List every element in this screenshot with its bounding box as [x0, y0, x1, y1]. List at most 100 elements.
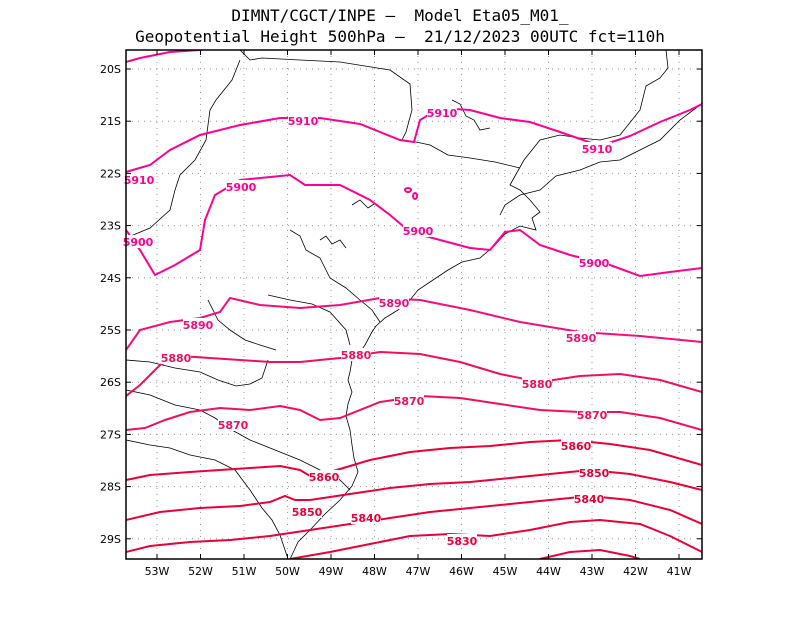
- lon-label: 48W: [362, 565, 387, 578]
- border-sp-pr: [289, 229, 381, 323]
- contour-5910-b: [126, 50, 201, 63]
- contour-label-bg: [379, 296, 409, 309]
- border-pr-sc: [267, 294, 351, 346]
- contour-label: 5870: [577, 409, 608, 422]
- lon-label: 51W: [232, 565, 257, 578]
- lat-label: 20S: [100, 63, 121, 76]
- contour-label-bg: [226, 180, 256, 193]
- coastline: [289, 50, 669, 559]
- lat-label: 24S: [100, 272, 121, 285]
- contour-label-bg: [579, 256, 609, 269]
- lon-label: 52W: [188, 565, 213, 578]
- lat-label: 28S: [100, 481, 121, 494]
- contour-label-bg: [161, 351, 191, 364]
- lat-label: 21S: [100, 115, 121, 128]
- contour-label: 5840: [574, 493, 605, 506]
- contour-5820: [539, 548, 641, 559]
- contour-label-bg: [427, 106, 457, 119]
- contour-5850: [126, 468, 702, 521]
- lat-lon-grid: [126, 50, 702, 559]
- reservoir: [451, 99, 491, 131]
- contour-label: 5910: [427, 107, 458, 120]
- contour-label-bg: [218, 418, 248, 431]
- contour-label: 5910: [582, 143, 613, 156]
- contour-5880: [126, 350, 702, 397]
- lon-label: 41W: [667, 565, 692, 578]
- contour-label-bg: [582, 142, 612, 155]
- border-paraguay: [126, 359, 269, 387]
- lon-label: 45W: [493, 565, 518, 578]
- latitude-axis: 20S 21S 22S 23S 24S 25S 26S 27S 28S 29S: [100, 63, 702, 546]
- lon-label: 44W: [536, 565, 561, 578]
- contour-labels: 5910 5910 5910 5910 5900 5900 5900 5900 5890 5890…: [123, 106, 613, 548]
- lat-label: 23S: [100, 220, 121, 233]
- contour-label-bg: [288, 114, 318, 127]
- longitude-axis: 53W 52W 51W 50W 49W 48W 47W 46W 45W 44W 43W 42W 41W: [145, 50, 692, 578]
- contour-label: 5860: [309, 471, 340, 484]
- contour-label-bg: [574, 492, 604, 505]
- contour-label: 5910: [288, 115, 319, 128]
- lon-label: 50W: [275, 565, 300, 578]
- contour-label-bg: [403, 224, 433, 237]
- contour-label-bg: [577, 408, 607, 421]
- contour-label: 5890: [566, 332, 597, 345]
- contour-label-bg: [522, 377, 552, 390]
- contour-label: 5850: [292, 506, 323, 519]
- contour-label-bg: [566, 331, 596, 344]
- contour-label-bg: [394, 394, 424, 407]
- contour-label-bg: [447, 534, 477, 547]
- contour-label-bg: [309, 470, 339, 483]
- border-mg-rj: [499, 104, 701, 216]
- contour-label: 5830: [447, 535, 478, 548]
- contour-label: 5900: [403, 225, 434, 238]
- lat-label: 25S: [100, 324, 121, 337]
- contour-5830: [289, 518, 702, 559]
- contour-label: 5870: [218, 419, 249, 432]
- contour-label-bg: [341, 348, 371, 361]
- contour-label: 5900: [123, 236, 154, 249]
- contour-label-bg: [351, 511, 381, 524]
- contour-label: 5900: [579, 257, 610, 270]
- contour-5860: [126, 438, 702, 481]
- contour-label: 5860: [561, 440, 592, 453]
- contour-label-bg: [561, 439, 591, 452]
- border-ms-pr: [126, 59, 241, 239]
- contour-label-bg: [579, 466, 609, 479]
- closed-contours: [404, 187, 418, 200]
- contour-label: 5840: [351, 512, 382, 525]
- plot-frame: [125, 49, 703, 560]
- reservoir: [351, 199, 375, 209]
- contour-label-bg: [292, 505, 322, 518]
- contour-label: 5910: [124, 174, 155, 187]
- lon-label: 46W: [449, 565, 474, 578]
- lon-label: 49W: [319, 565, 344, 578]
- lon-label: 53W: [145, 565, 170, 578]
- reservoir: [319, 235, 347, 249]
- contour-label: 5880: [522, 378, 553, 391]
- map-title-line-1: DIMNT/CGCT/INPE — Model Eta05_M01_: [231, 6, 569, 25]
- lat-label: 29S: [100, 533, 121, 546]
- contour-label: 5880: [161, 352, 192, 365]
- lat-label: 26S: [100, 376, 121, 389]
- border-argentina: [126, 439, 289, 559]
- lon-label: 47W: [406, 565, 431, 578]
- contour-label-bg: [124, 173, 154, 186]
- contour-label: 5890: [183, 319, 214, 332]
- contour-5900: [126, 173, 702, 278]
- map-title-line-2: Geopotential Height 500hPa — 21/12/2023 …: [135, 27, 665, 46]
- contour-label: 5880: [341, 349, 372, 362]
- lon-label: 42W: [623, 565, 648, 578]
- contour-5910-a: [126, 103, 702, 173]
- lon-label: 43W: [580, 565, 605, 578]
- contour-label: 5850: [579, 467, 610, 480]
- contours: [126, 50, 702, 559]
- lat-label: 22S: [100, 167, 121, 180]
- lat-label: 27S: [100, 428, 121, 441]
- border-misiones: [207, 299, 277, 351]
- contour-5840: [126, 494, 702, 553]
- contour-label: 5890: [379, 297, 410, 310]
- contour-label-bg: [123, 235, 153, 248]
- contour-label: 5870: [394, 395, 425, 408]
- geographic-borders: [126, 50, 701, 559]
